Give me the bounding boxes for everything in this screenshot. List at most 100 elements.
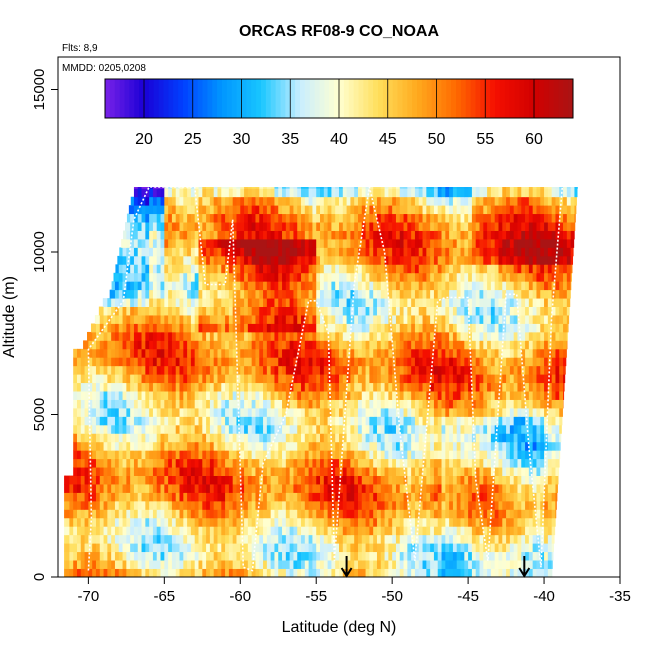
co-cell <box>536 374 541 384</box>
co-cell <box>171 298 177 307</box>
co-cell <box>547 357 553 367</box>
co-cell <box>498 323 503 333</box>
co-cell <box>80 509 85 519</box>
co-cell <box>80 450 85 460</box>
co-cell <box>133 509 139 519</box>
co-cell <box>449 382 454 392</box>
co-cell <box>433 458 439 468</box>
co-cell <box>122 467 127 476</box>
co-cell <box>346 331 351 341</box>
co-cell <box>521 450 526 460</box>
co-cell <box>483 424 488 434</box>
co-cell <box>84 450 89 460</box>
co-cell <box>422 534 427 544</box>
co-cell <box>255 382 260 392</box>
co-cell <box>547 433 553 443</box>
co-cell <box>342 281 347 291</box>
co-cell <box>171 433 177 443</box>
co-cell <box>194 517 199 527</box>
co-cell <box>168 551 173 561</box>
co-cell <box>361 365 366 375</box>
co-cell <box>521 526 526 536</box>
co-cell <box>149 272 154 282</box>
co-cell <box>255 264 260 274</box>
co-cell <box>259 272 264 282</box>
co-cell <box>263 281 268 291</box>
co-cell <box>217 340 222 350</box>
co-cell <box>240 517 245 527</box>
co-cell <box>388 441 393 451</box>
co-cell <box>452 424 458 434</box>
co-cell <box>282 526 287 536</box>
co-cell <box>544 500 549 510</box>
co-cell <box>430 551 435 561</box>
co-cell <box>433 551 439 561</box>
co-cell <box>316 272 321 282</box>
co-cell <box>407 323 412 333</box>
co-cell <box>118 374 123 384</box>
co-cell <box>217 391 222 400</box>
co-cell <box>452 467 458 476</box>
co-cell <box>92 323 97 333</box>
co-cell <box>498 467 503 476</box>
co-cell <box>471 475 477 485</box>
co-cell <box>297 255 302 265</box>
co-cell <box>141 264 146 274</box>
co-cell <box>95 450 101 460</box>
co-cell <box>304 331 310 341</box>
co-cell <box>487 348 492 358</box>
co-cell <box>323 399 329 409</box>
co-cell <box>525 509 530 519</box>
co-cell <box>335 264 340 274</box>
co-cell <box>475 399 480 409</box>
co-cell <box>376 272 382 282</box>
co-cell <box>361 255 366 265</box>
co-cell <box>255 374 260 384</box>
co-cell <box>331 534 336 544</box>
co-cell <box>171 551 177 561</box>
co-cell <box>190 281 196 291</box>
co-cell <box>528 323 534 333</box>
co-cell <box>441 357 446 367</box>
co-cell <box>532 475 537 485</box>
co-cell <box>460 441 465 451</box>
co-cell <box>449 509 454 519</box>
co-cell <box>156 433 161 443</box>
co-cell <box>509 424 515 434</box>
co-cell <box>414 391 420 400</box>
co-cell <box>426 433 431 443</box>
co-cell <box>517 306 522 316</box>
co-cell <box>282 365 287 375</box>
co-cell <box>232 509 237 519</box>
co-cell <box>517 568 522 577</box>
co-cell <box>528 331 534 341</box>
co-cell <box>452 357 458 367</box>
co-cell <box>502 484 507 493</box>
co-cell <box>251 247 256 257</box>
co-cell <box>433 560 439 569</box>
co-cell <box>369 424 374 434</box>
co-cell <box>384 416 389 426</box>
co-cell <box>540 416 545 426</box>
co-cell <box>301 534 306 544</box>
co-cell <box>133 391 139 400</box>
co-cell <box>301 255 306 265</box>
co-cell <box>107 306 112 316</box>
co-cell <box>342 458 347 468</box>
co-cell <box>137 255 142 265</box>
co-cell <box>304 264 310 274</box>
co-cell <box>475 391 480 400</box>
co-cell <box>312 467 317 476</box>
co-cell <box>506 458 511 468</box>
co-cell <box>103 526 108 536</box>
co-cell <box>354 500 359 510</box>
co-cell <box>145 340 150 350</box>
co-cell <box>84 509 89 519</box>
co-cell <box>479 298 484 307</box>
co-cell <box>339 500 344 510</box>
co-cell <box>509 475 515 485</box>
co-cell <box>282 255 287 265</box>
co-cell <box>483 450 488 460</box>
co-cell <box>460 484 465 493</box>
co-cell <box>449 526 454 536</box>
